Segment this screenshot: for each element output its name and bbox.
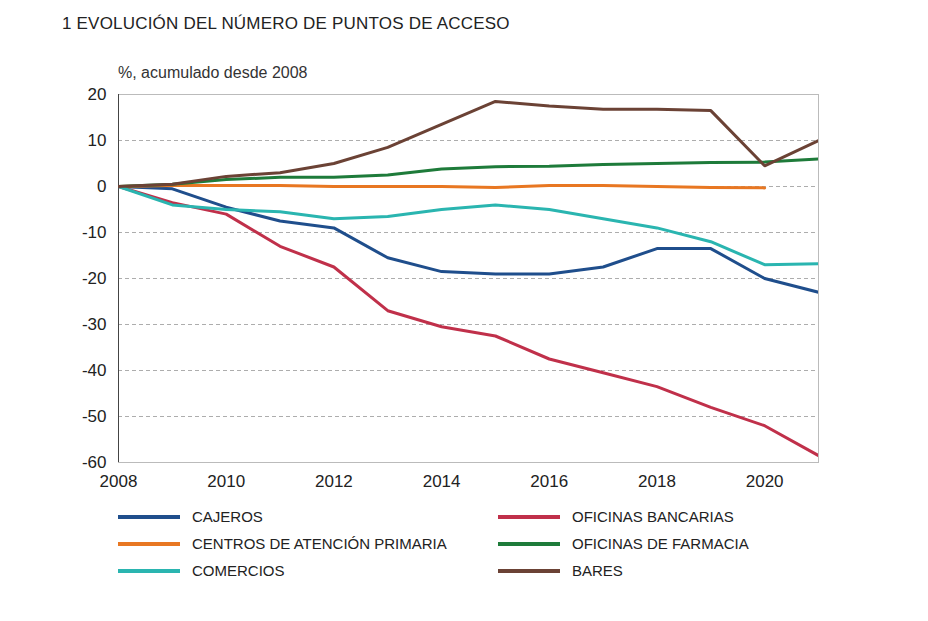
svg-text:-10: -10 xyxy=(82,223,107,242)
html-text:OFICINAS DE FARMACIA: OFICINAS DE FARMACIA xyxy=(572,535,749,552)
svg-text:2012: 2012 xyxy=(315,472,353,491)
svg-text:-50: -50 xyxy=(82,407,107,426)
svg-text:-20: -20 xyxy=(82,269,107,288)
svg-text:-30: -30 xyxy=(82,315,107,334)
svg-text:2016: 2016 xyxy=(530,472,568,491)
svg-text:-60: -60 xyxy=(82,453,107,472)
html-text:OFICINAS BANCARIAS: OFICINAS BANCARIAS xyxy=(572,508,734,525)
svg-text:20: 20 xyxy=(88,85,107,104)
svg-text:2018: 2018 xyxy=(638,472,676,491)
svg-text:2010: 2010 xyxy=(207,472,245,491)
svg-text:2014: 2014 xyxy=(423,472,461,491)
svg-text:-40: -40 xyxy=(82,361,107,380)
html-text:CAJEROS: CAJEROS xyxy=(192,508,263,525)
html-text:1 EVOLUCIÓN DEL NÚMERO DE PUNT: 1 EVOLUCIÓN DEL NÚMERO DE PUNTOS DE ACCE… xyxy=(62,14,510,33)
svg-text:2008: 2008 xyxy=(100,472,138,491)
svg-text:0: 0 xyxy=(97,177,106,196)
svg-text:2020: 2020 xyxy=(746,472,784,491)
svg-text:10: 10 xyxy=(88,131,107,150)
html-text:COMERCIOS: COMERCIOS xyxy=(192,562,285,579)
html-text:BARES: BARES xyxy=(572,562,623,579)
html-text:CENTROS DE ATENCIÓN PRIMARIA: CENTROS DE ATENCIÓN PRIMARIA xyxy=(192,535,447,552)
html-text:%, acumulado desde 2008: %, acumulado desde 2008 xyxy=(118,64,308,81)
